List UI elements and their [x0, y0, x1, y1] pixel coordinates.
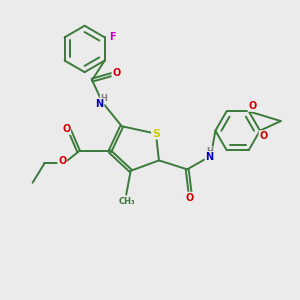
- Text: O: O: [62, 124, 70, 134]
- Text: CH₃: CH₃: [118, 197, 135, 206]
- Text: S: S: [152, 129, 160, 139]
- Text: O: O: [248, 101, 256, 111]
- Text: N: N: [206, 152, 214, 162]
- Text: O: O: [112, 68, 121, 78]
- Text: N: N: [95, 99, 104, 109]
- Text: O: O: [260, 131, 268, 141]
- Text: F: F: [109, 32, 116, 42]
- Text: H: H: [206, 147, 213, 156]
- Text: O: O: [58, 156, 66, 166]
- Text: H: H: [100, 94, 107, 103]
- Text: O: O: [186, 193, 194, 202]
